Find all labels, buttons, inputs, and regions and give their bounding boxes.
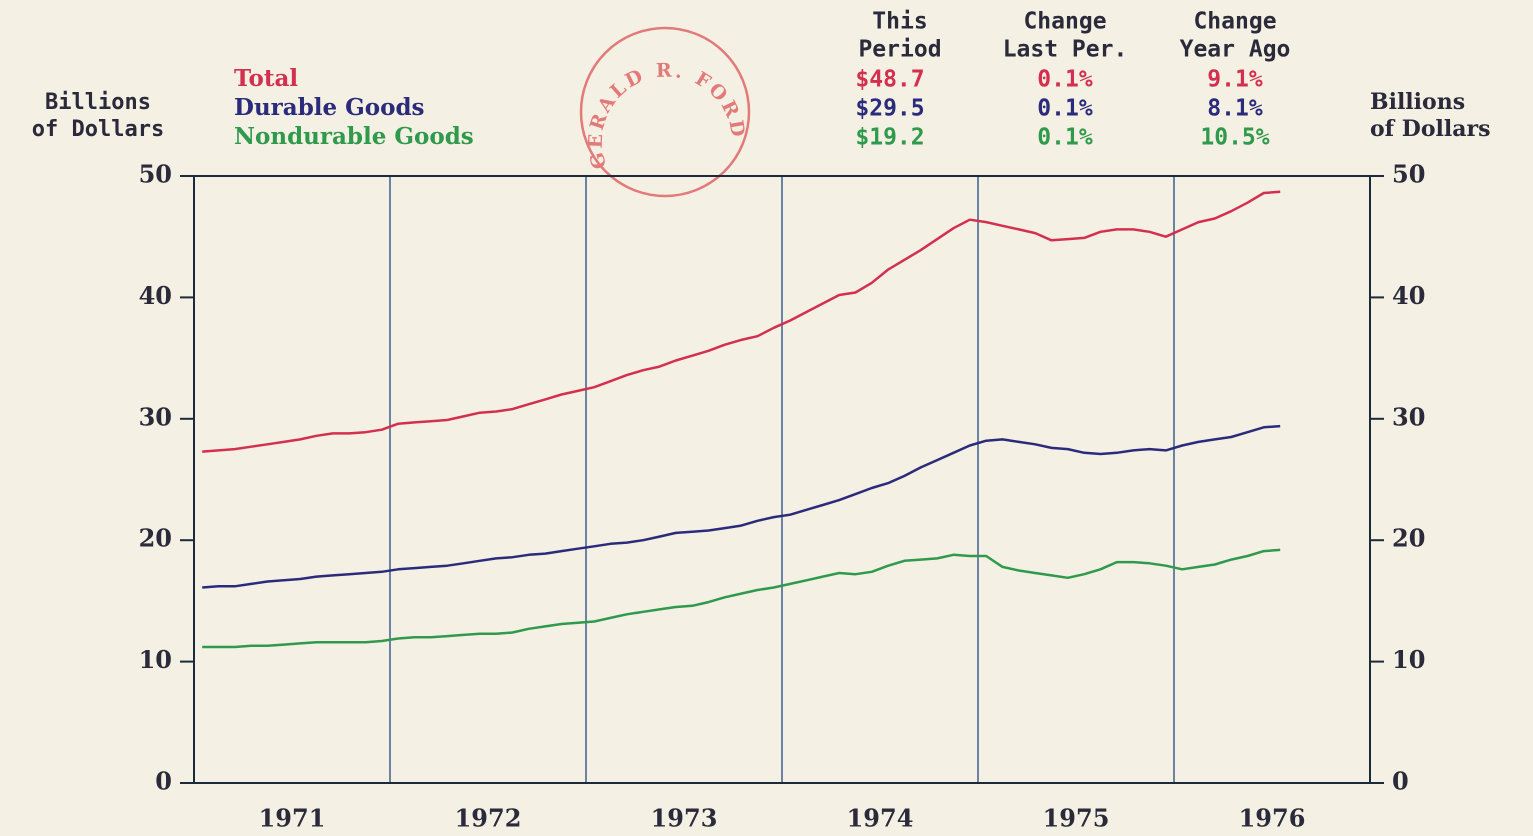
- legend-entry: Nondurable Goods: [234, 123, 474, 150]
- summary-cell: 8.1%: [1207, 96, 1263, 122]
- series-line: [202, 190, 1281, 453]
- y-tick-label: 30: [139, 402, 172, 431]
- series-line: [202, 548, 1281, 649]
- y-tick-label: 20: [139, 524, 172, 553]
- y-tick-label: 0: [155, 767, 172, 796]
- x-tick-label: 1973: [651, 804, 718, 833]
- y-axis-label: of Dollars: [32, 117, 164, 142]
- legend-entry: Durable Goods: [234, 94, 425, 121]
- summary-header: Year Ago: [1180, 37, 1291, 63]
- x-tick-label: 1975: [1043, 804, 1110, 833]
- y-tick-label: 40: [139, 281, 172, 310]
- y2-tick-label: 50: [1392, 160, 1425, 189]
- y2-tick-label: 40: [1392, 281, 1425, 310]
- y-tick-label: 10: [139, 645, 172, 674]
- summary-cell: $48.7: [855, 67, 924, 93]
- y2-axis-label: Billions: [1370, 89, 1465, 115]
- summary-cell: 10.5%: [1200, 125, 1269, 151]
- x-tick-label: 1974: [847, 804, 914, 833]
- stamp-ring: [579, 26, 751, 198]
- summary-cell: 0.1%: [1037, 96, 1093, 122]
- summary-header: Last Per.: [1003, 37, 1128, 63]
- summary-header: Period: [858, 37, 941, 63]
- summary-header: This: [872, 9, 927, 35]
- summary-cell: 0.1%: [1037, 125, 1093, 151]
- y2-tick-label: 0: [1392, 767, 1409, 796]
- summary-header: Change: [1023, 9, 1106, 35]
- y-tick-label: 50: [139, 160, 172, 189]
- x-tick-label: 1971: [259, 804, 326, 833]
- plot-frame: [193, 175, 1371, 784]
- summary-cell: 9.1%: [1207, 67, 1263, 93]
- x-tick-label: 1976: [1239, 804, 1306, 833]
- summary-cell: 0.1%: [1037, 67, 1093, 93]
- legend-entry: Total: [234, 65, 298, 92]
- summary-header: Change: [1193, 9, 1276, 35]
- y-axis-label: Billions: [45, 90, 151, 115]
- y2-tick-label: 10: [1392, 645, 1425, 674]
- summary-cell: $29.5: [855, 96, 924, 122]
- y2-axis-label: of Dollars: [1370, 116, 1491, 142]
- series-line: [202, 424, 1281, 589]
- x-tick-label: 1972: [455, 804, 522, 833]
- y2-tick-label: 20: [1392, 524, 1425, 553]
- summary-cell: $19.2: [855, 125, 924, 151]
- y2-tick-label: 30: [1392, 402, 1425, 431]
